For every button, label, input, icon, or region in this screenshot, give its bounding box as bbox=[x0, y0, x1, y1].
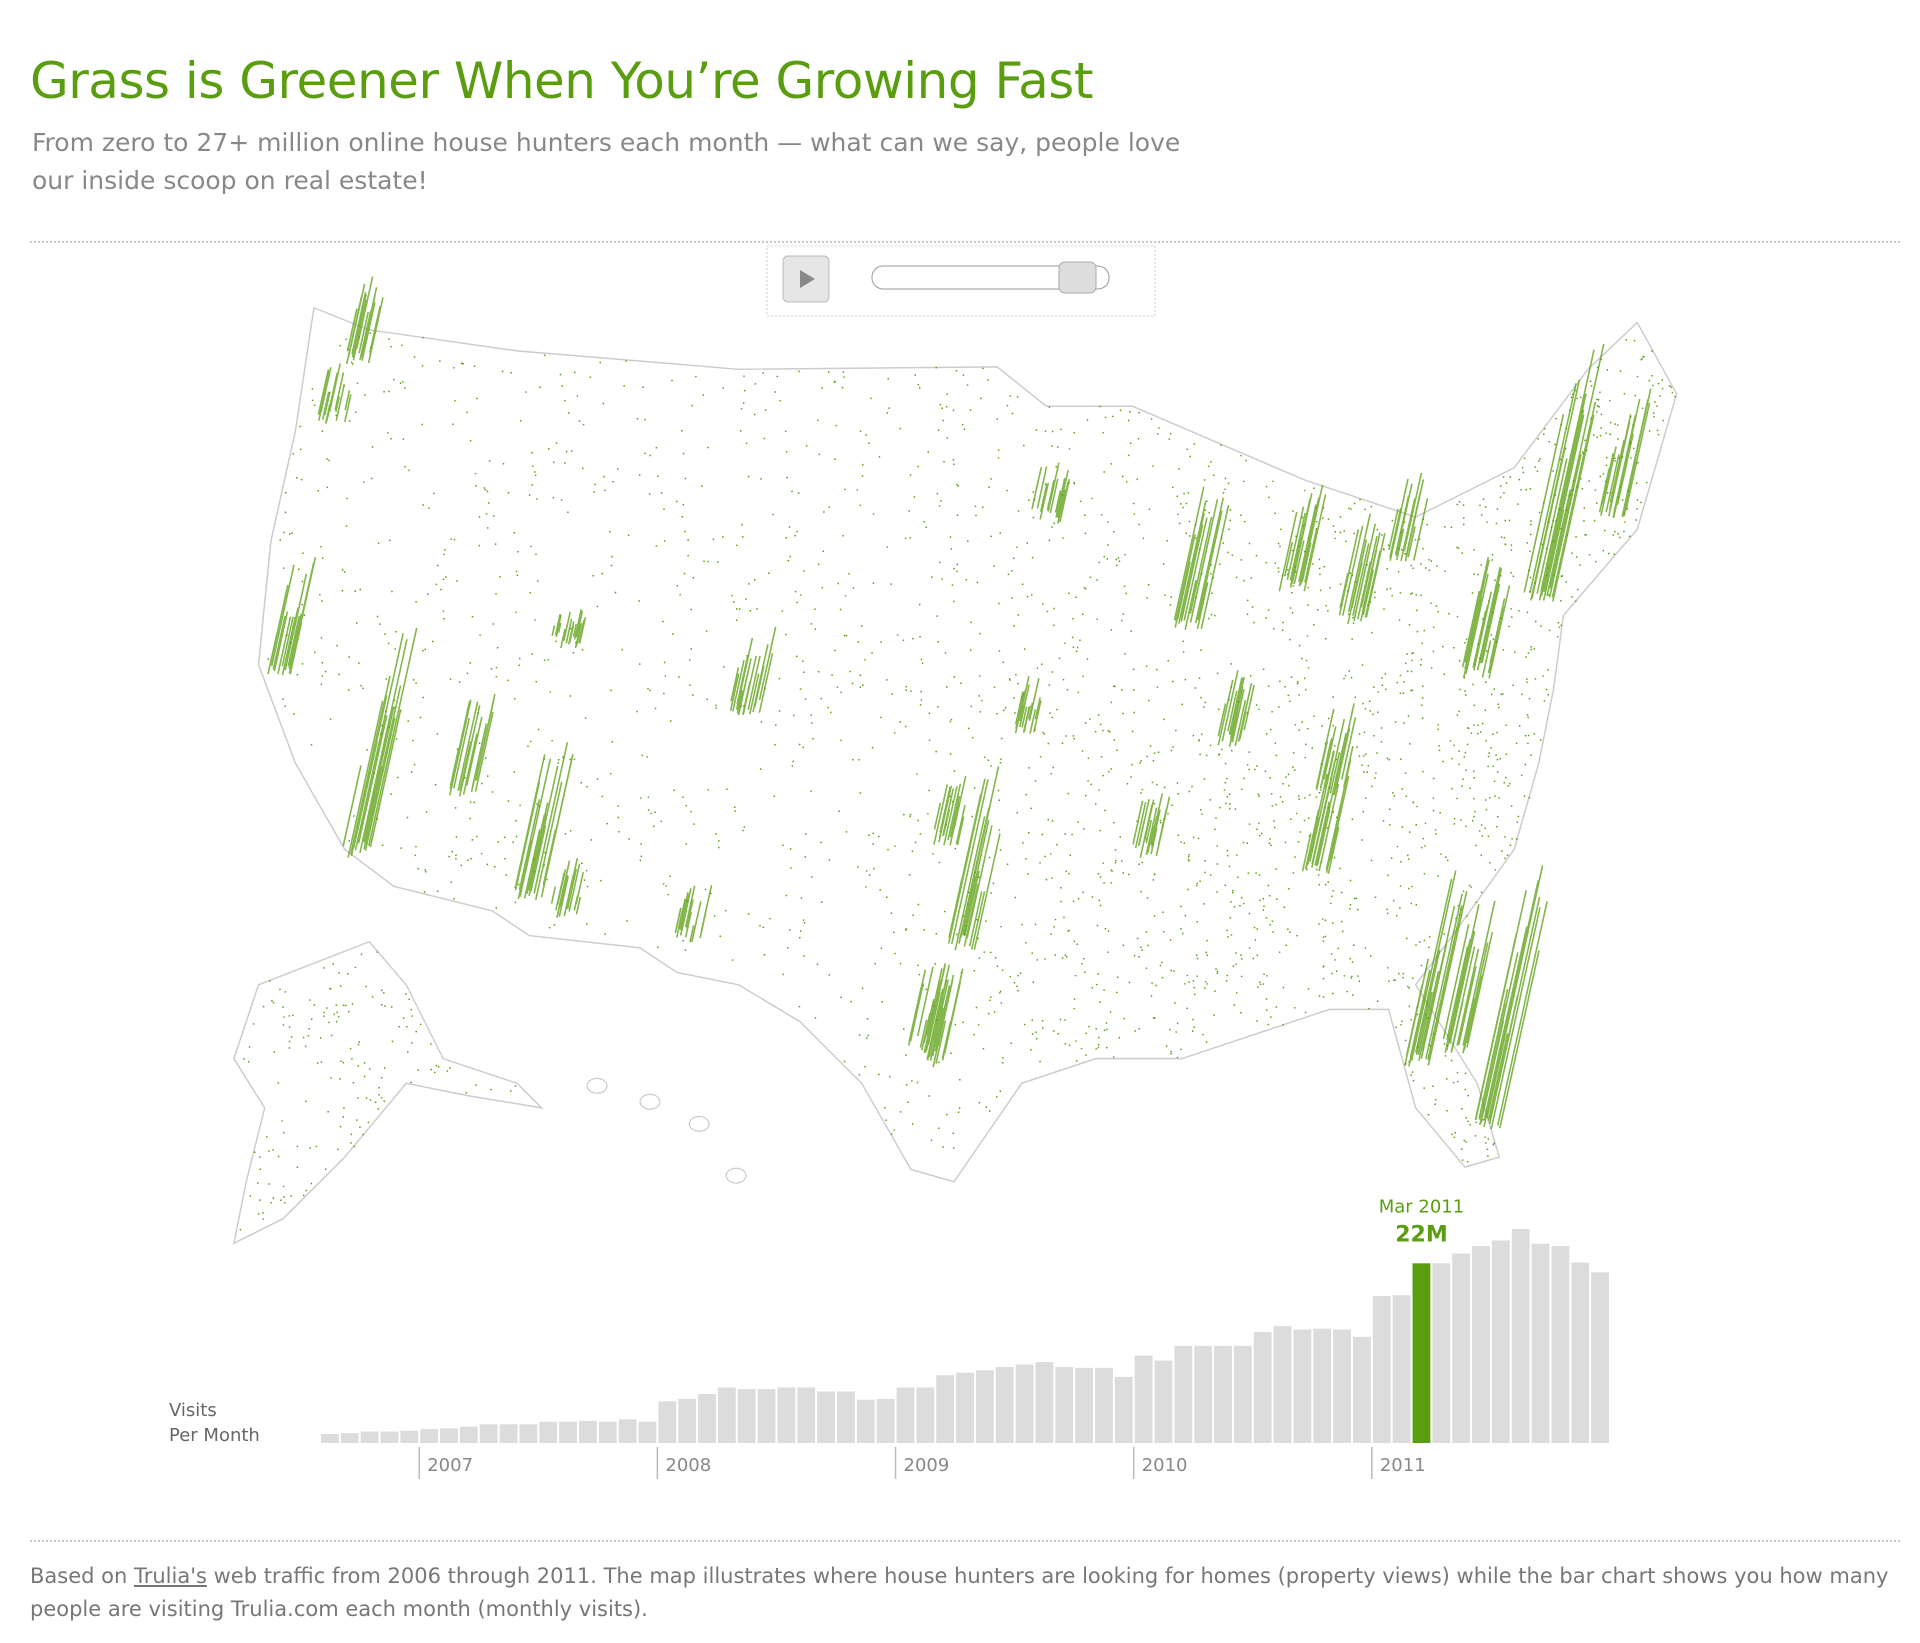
bar bbox=[598, 1421, 617, 1443]
us-outline bbox=[257, 306, 1678, 1183]
x-tick-label: 2011 bbox=[1380, 1455, 1426, 1476]
subtitle: From zero to 27+ million online house hu… bbox=[32, 128, 1181, 195]
x-tick-label: 2009 bbox=[904, 1455, 950, 1476]
bar bbox=[1174, 1345, 1193, 1443]
bar-label: Mar 2011 bbox=[1379, 1196, 1465, 1217]
bar bbox=[1353, 1336, 1371, 1443]
map-spikes bbox=[267, 276, 1652, 1130]
bar bbox=[817, 1391, 835, 1443]
bar bbox=[1253, 1331, 1272, 1443]
bar bbox=[1293, 1329, 1312, 1443]
bar bbox=[1511, 1229, 1530, 1443]
bar bbox=[975, 1370, 994, 1443]
slider-track[interactable] bbox=[871, 265, 1110, 290]
bar bbox=[1154, 1360, 1173, 1443]
bar bbox=[1233, 1345, 1252, 1443]
bar bbox=[1531, 1243, 1550, 1443]
bar bbox=[1452, 1253, 1471, 1443]
note-text: web traffic from 2006 through 2011. The … bbox=[30, 1564, 1889, 1621]
bar bbox=[1333, 1329, 1351, 1443]
bar bbox=[519, 1424, 538, 1443]
bar-chart: Visits Per Month 2007 2008 2009 2010 2011 22M Ma… bbox=[169, 1196, 1609, 1479]
bar bbox=[856, 1399, 875, 1443]
bar bbox=[1194, 1345, 1213, 1443]
alaska-outline bbox=[232, 940, 544, 1245]
bar bbox=[618, 1419, 637, 1443]
player-controls bbox=[766, 245, 1156, 317]
bar bbox=[1392, 1295, 1411, 1443]
bar bbox=[1591, 1272, 1609, 1443]
hawaii-island bbox=[586, 1077, 608, 1094]
bar bbox=[1134, 1355, 1153, 1443]
bar bbox=[737, 1389, 756, 1443]
bar bbox=[757, 1389, 776, 1443]
bar bbox=[896, 1387, 915, 1443]
bar bbox=[1412, 1263, 1431, 1443]
bar bbox=[459, 1426, 478, 1443]
bar bbox=[321, 1434, 339, 1443]
y-axis-label: Visits bbox=[169, 1400, 217, 1421]
value-label: 22M bbox=[1395, 1222, 1448, 1247]
footnote: Based on Trulia's web traffic from 2006 … bbox=[30, 1560, 1890, 1626]
bar bbox=[1432, 1263, 1451, 1443]
x-tick-label: 2010 bbox=[1142, 1455, 1188, 1476]
bar bbox=[1372, 1295, 1391, 1443]
bar bbox=[579, 1420, 597, 1443]
bar bbox=[420, 1429, 439, 1443]
x-tick-label: 2007 bbox=[427, 1455, 473, 1476]
map bbox=[232, 276, 1678, 1245]
hawaii-island bbox=[688, 1115, 710, 1132]
bar bbox=[936, 1375, 955, 1443]
bar bbox=[1075, 1367, 1093, 1443]
bar bbox=[1571, 1262, 1590, 1443]
bar bbox=[1551, 1246, 1570, 1443]
bar bbox=[380, 1431, 399, 1443]
bar bbox=[1313, 1328, 1332, 1443]
bar bbox=[559, 1421, 577, 1443]
bar bbox=[698, 1393, 716, 1443]
bar bbox=[956, 1372, 974, 1443]
bar bbox=[678, 1398, 697, 1443]
bar bbox=[1491, 1240, 1510, 1443]
divider bbox=[30, 241, 1900, 243]
x-tick-label: 2008 bbox=[665, 1455, 711, 1476]
bar bbox=[916, 1387, 935, 1443]
trulia-link[interactable]: Trulia's bbox=[133, 1564, 207, 1588]
y-axis-label: Per Month bbox=[169, 1425, 260, 1446]
bar bbox=[1095, 1367, 1113, 1443]
bar bbox=[1035, 1362, 1054, 1443]
bar bbox=[440, 1428, 458, 1443]
bar bbox=[539, 1421, 558, 1443]
bar bbox=[499, 1424, 518, 1443]
divider bbox=[30, 1540, 1900, 1542]
slider-thumb[interactable] bbox=[1058, 261, 1097, 294]
bar bbox=[1055, 1367, 1074, 1443]
bar bbox=[658, 1401, 677, 1443]
bar bbox=[777, 1387, 796, 1443]
hawaii-island bbox=[725, 1167, 747, 1184]
play-icon bbox=[800, 270, 815, 288]
bar bbox=[1214, 1345, 1232, 1443]
bar bbox=[638, 1421, 657, 1443]
bar bbox=[876, 1398, 895, 1443]
bar bbox=[1114, 1376, 1133, 1443]
bar bbox=[360, 1431, 379, 1443]
bar bbox=[837, 1391, 855, 1443]
bar bbox=[479, 1424, 498, 1443]
bar bbox=[797, 1387, 816, 1443]
bar bbox=[995, 1367, 1014, 1443]
title: Grass is Greener When You’re Growing Fas… bbox=[30, 52, 1093, 110]
bar bbox=[1472, 1246, 1490, 1443]
bar bbox=[400, 1430, 419, 1443]
note-text: Based on bbox=[30, 1564, 134, 1588]
bar bbox=[340, 1433, 359, 1443]
bar bbox=[1273, 1326, 1292, 1443]
bar bbox=[717, 1387, 736, 1443]
hawaii-island bbox=[639, 1093, 661, 1110]
bar bbox=[1015, 1364, 1034, 1443]
